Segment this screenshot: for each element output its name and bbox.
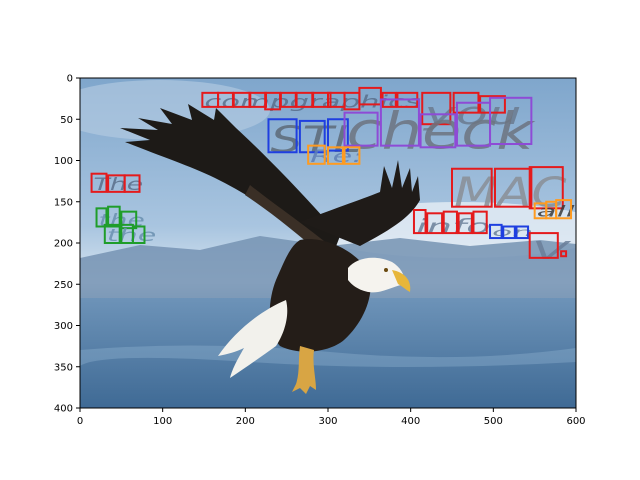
character-box bbox=[358, 86, 382, 106]
y-tick-label: 250 bbox=[54, 280, 73, 291]
eagle-left-wing bbox=[120, 104, 340, 262]
character-box bbox=[307, 144, 326, 165]
bald-eagle bbox=[120, 104, 420, 394]
character-box bbox=[327, 146, 344, 165]
x-tick-label: 500 bbox=[484, 416, 503, 427]
y-tick-label: 100 bbox=[54, 156, 73, 167]
eagle-tail bbox=[218, 300, 288, 378]
word-overlay: check bbox=[343, 96, 537, 162]
character-box bbox=[90, 172, 108, 193]
overlay-word-text: STL bbox=[270, 118, 361, 161]
eagle-right-wing bbox=[300, 160, 420, 246]
character-box bbox=[515, 225, 530, 240]
eagle-eye bbox=[384, 268, 388, 272]
character-box bbox=[379, 98, 420, 147]
x-tick-label: 400 bbox=[401, 416, 420, 427]
character-box bbox=[489, 96, 533, 146]
y-tick-label: 150 bbox=[54, 197, 73, 208]
character-box bbox=[103, 223, 123, 245]
word-overlay: The bbox=[90, 172, 143, 194]
x-tick-label: 200 bbox=[236, 416, 255, 427]
character-box bbox=[123, 174, 141, 193]
x-axis: 0 100 200 300 400 500 600 bbox=[77, 408, 586, 427]
y-tick-label: 0 bbox=[67, 74, 73, 85]
eagle-body bbox=[269, 239, 371, 352]
character-box bbox=[419, 113, 457, 149]
x-tick-label: 300 bbox=[318, 416, 337, 427]
character-box bbox=[472, 210, 488, 235]
character-box bbox=[343, 146, 361, 165]
word-overlay: STL bbox=[267, 118, 361, 161]
character-box bbox=[560, 250, 568, 258]
character-box bbox=[327, 118, 349, 152]
y-tick-label: 200 bbox=[54, 239, 73, 250]
y-axis: 0 50 100 150 200 250 300 350 400 bbox=[54, 74, 80, 415]
character-box bbox=[426, 212, 444, 235]
word-overlay: on bbox=[489, 223, 533, 240]
word-overlay: info bbox=[412, 209, 490, 238]
photo: compgraphics youSTLcheckRe:ThethetheMACal… bbox=[80, 78, 576, 408]
character-box bbox=[95, 207, 108, 228]
character-box bbox=[451, 167, 493, 208]
sea-shimmer bbox=[80, 345, 576, 367]
word-overlay: compgraphics bbox=[201, 86, 422, 111]
eagle-beak bbox=[392, 270, 411, 292]
word-overlay: the bbox=[103, 223, 156, 245]
character-box bbox=[298, 119, 326, 154]
character-box bbox=[528, 232, 559, 259]
character-box bbox=[489, 223, 503, 240]
character-box bbox=[120, 210, 138, 230]
word-overlay: V bbox=[528, 232, 572, 265]
character-box bbox=[267, 118, 298, 154]
character-box bbox=[555, 199, 573, 220]
word-overlay: all bbox=[533, 199, 576, 220]
character-box bbox=[131, 225, 146, 244]
character-box bbox=[442, 210, 458, 235]
eagle-legs bbox=[292, 346, 316, 394]
y-tick-label: 50 bbox=[60, 115, 73, 126]
character-box bbox=[479, 95, 506, 114]
overlay-word-text: Re: bbox=[310, 147, 363, 166]
character-box bbox=[493, 167, 533, 208]
x-tick-label: 600 bbox=[566, 416, 585, 427]
word-overlay-layer: compgraphics youSTLcheckRe:ThethetheMACal… bbox=[90, 86, 576, 265]
character-box bbox=[421, 91, 452, 126]
character-box bbox=[502, 225, 516, 240]
character-box bbox=[343, 111, 379, 147]
x-tick-label: 100 bbox=[153, 416, 172, 427]
y-tick-label: 400 bbox=[54, 404, 73, 415]
word-overlay: Re: bbox=[307, 144, 363, 166]
character-box bbox=[311, 91, 332, 108]
character-box bbox=[107, 205, 121, 228]
eagle-head bbox=[348, 257, 405, 293]
character-box bbox=[412, 209, 427, 235]
x-tick-label: 0 bbox=[77, 416, 83, 427]
character-box bbox=[457, 212, 473, 235]
y-tick-label: 300 bbox=[54, 321, 73, 332]
y-tick-label: 350 bbox=[54, 362, 73, 373]
overlay-word-text: check bbox=[347, 103, 537, 162]
